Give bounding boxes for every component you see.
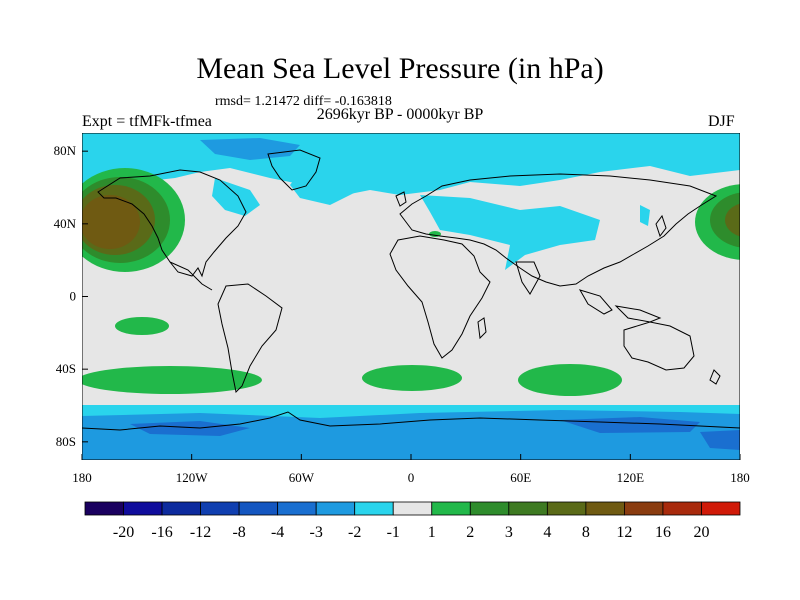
field-trop-pos [115, 317, 169, 335]
colorbar-swatch [123, 501, 163, 516]
colorbar-label: -12 [190, 524, 211, 541]
colorbar-label: 2 [466, 524, 474, 541]
x-tick-label: 180 [730, 470, 750, 485]
x-axis: 180 120W 60W 0 60E 120E 180 [72, 454, 750, 485]
colorbar-swatch [354, 501, 394, 516]
field-npac-east-pos2 [710, 192, 740, 248]
field-arctic-neg-deep [200, 138, 300, 160]
season-label: DJF [708, 113, 735, 130]
colorbar-swatch [585, 501, 625, 516]
experiment-label: Expt = tfMFk-tfmea [82, 113, 212, 130]
colorbar-swatch [431, 501, 471, 516]
colorbar-label: -4 [271, 524, 284, 541]
field-ant-neg3 [130, 417, 740, 450]
field-npac-pos4 [82, 195, 140, 249]
colorbar-swatch [392, 501, 433, 516]
colorbar-label: 4 [543, 524, 551, 541]
colorbar-swatch [200, 501, 240, 516]
colorbar-label: -16 [151, 524, 172, 541]
x-tick-label: 120W [176, 470, 209, 485]
colorbar-swatch [546, 501, 587, 516]
colorbar-label: 3 [505, 524, 513, 541]
colorbar-label: -20 [113, 524, 134, 541]
x-tick-label: 120E [617, 470, 645, 485]
colorbar-label: -1 [387, 524, 400, 541]
colorbar-swatch [84, 501, 124, 516]
period-text: 2696kyr BP - 0000kyr BP [316, 106, 484, 123]
field-satl-pos [362, 365, 462, 391]
colorbar-label: 16 [655, 524, 671, 541]
y-tick-label: 0 [70, 289, 77, 304]
colorbar-swatch [624, 501, 664, 516]
y-axis: 80N 40N 0 40S 80S [54, 143, 88, 449]
x-tick-label: 180 [72, 470, 92, 485]
y-tick-label: 80N [54, 143, 77, 158]
field-spac-pos [82, 366, 262, 394]
y-tick-label: 80S [56, 434, 76, 449]
stats-text: rmsd= 1.21472 diff= -0.163818 [215, 94, 392, 109]
colorbar-label: 20 [693, 524, 709, 541]
field-asia-neg-small [640, 205, 650, 226]
colorbar-swatch [315, 501, 356, 516]
x-tick-label: 60W [289, 470, 315, 485]
field-asia-neg [420, 195, 600, 270]
y-tick-label: 40S [56, 361, 76, 376]
colorbar-swatch [277, 501, 317, 516]
field-greenland-neg [290, 172, 360, 205]
colorbar-swatch [238, 501, 279, 516]
colorbar-label: -2 [348, 524, 361, 541]
page-title: Mean Sea Level Pressure (in hPa) [196, 52, 604, 85]
colorbar-swatch [701, 501, 741, 516]
coastlines [82, 149, 740, 431]
colorbar-label: -8 [232, 524, 245, 541]
colorbar-label: 12 [616, 524, 632, 541]
x-tick-label: 60E [510, 470, 531, 485]
colorbar-label: 8 [582, 524, 590, 541]
colorbar-swatch [469, 501, 510, 516]
y-tick-label: 40N [54, 216, 77, 231]
field-sind-pos [518, 364, 622, 396]
colorbar-swatch [161, 501, 201, 516]
map-plot-area [82, 133, 740, 460]
colorbar-swatch [662, 501, 702, 516]
field-npac-east-pos1 [695, 184, 740, 260]
field-npac-east-pos3 [725, 203, 740, 237]
field-atlantic-neg [212, 178, 260, 216]
colorbar: -20 -16 -12 -8 -4 -3 -2 -1 1 2 3 4 8 12 16 20 [84, 501, 741, 541]
x-tick-label: 0 [408, 470, 415, 485]
colorbar-label: -3 [310, 524, 323, 541]
colorbar-swatch [508, 501, 548, 516]
colorbar-label: 1 [428, 524, 436, 541]
